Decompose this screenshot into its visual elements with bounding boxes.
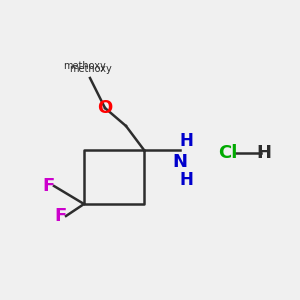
Text: H: H: [256, 144, 272, 162]
Text: F: F: [54, 207, 66, 225]
Text: H: H: [179, 171, 193, 189]
Text: methoxy: methoxy: [69, 64, 111, 74]
Text: H: H: [179, 132, 193, 150]
Text: methoxy: methoxy: [63, 61, 105, 71]
Text: O: O: [98, 99, 112, 117]
Text: N: N: [172, 153, 188, 171]
Text: F: F: [42, 177, 54, 195]
Text: Cl: Cl: [218, 144, 238, 162]
